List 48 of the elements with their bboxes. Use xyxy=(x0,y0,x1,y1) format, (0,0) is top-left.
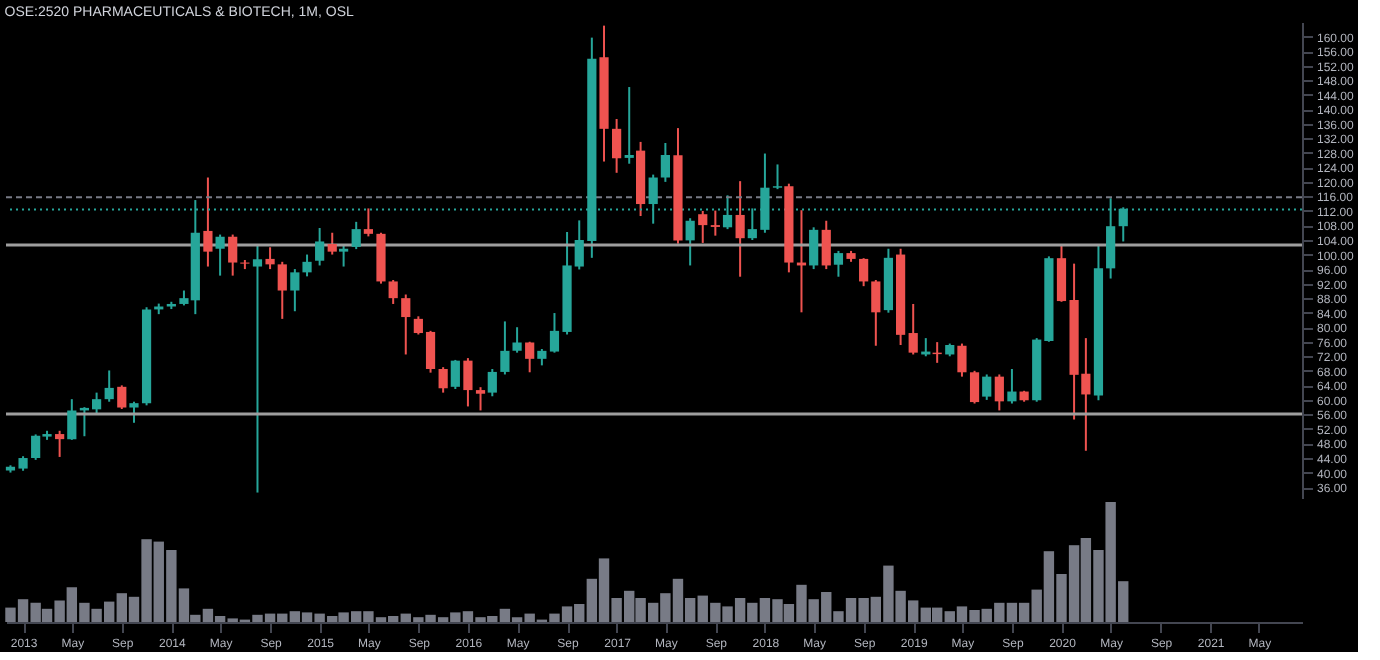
candlestick xyxy=(660,142,670,183)
candlestick xyxy=(351,220,361,251)
candlestick xyxy=(612,118,622,174)
candlestick xyxy=(117,384,127,410)
candlestick xyxy=(290,268,300,313)
candlestick xyxy=(969,369,980,405)
candlestick xyxy=(710,209,720,237)
candlestick xyxy=(104,369,114,403)
candlestick xyxy=(957,342,967,378)
candlestick xyxy=(624,86,634,165)
candlestick xyxy=(735,180,745,278)
candlestick xyxy=(302,253,312,278)
candlestick xyxy=(388,278,398,305)
candlestick xyxy=(512,326,522,354)
candlestick xyxy=(252,244,263,494)
candlestick xyxy=(339,244,349,268)
candlestick xyxy=(215,233,225,277)
candlestick xyxy=(376,231,386,285)
candlestick xyxy=(228,233,238,277)
candlestick xyxy=(55,429,65,458)
candlestick xyxy=(871,278,881,347)
candlestick xyxy=(982,373,992,401)
candlestick xyxy=(833,249,844,278)
candlestick xyxy=(908,302,918,356)
candlestick xyxy=(994,373,1004,412)
candlestick xyxy=(525,340,535,374)
candlestick xyxy=(463,357,473,408)
candlestick xyxy=(685,217,695,267)
candlestick xyxy=(277,260,287,320)
candlestick xyxy=(500,320,510,376)
candlestick xyxy=(487,368,497,398)
candlestick xyxy=(401,293,411,356)
candlestick xyxy=(327,231,337,256)
candlestick xyxy=(772,163,783,191)
candlestick xyxy=(821,219,831,271)
candlestick xyxy=(475,386,486,412)
candlestick xyxy=(450,358,460,390)
candlestick xyxy=(67,398,77,441)
candlestick xyxy=(438,366,448,394)
candlestick xyxy=(129,400,139,424)
candlestick xyxy=(859,257,869,288)
candlestick xyxy=(315,227,325,267)
candlestick xyxy=(1007,368,1017,405)
candlestick xyxy=(265,246,275,271)
candlestick xyxy=(698,209,708,244)
candlestick xyxy=(203,176,213,268)
candlestick xyxy=(363,207,373,238)
candlestick xyxy=(809,226,819,271)
